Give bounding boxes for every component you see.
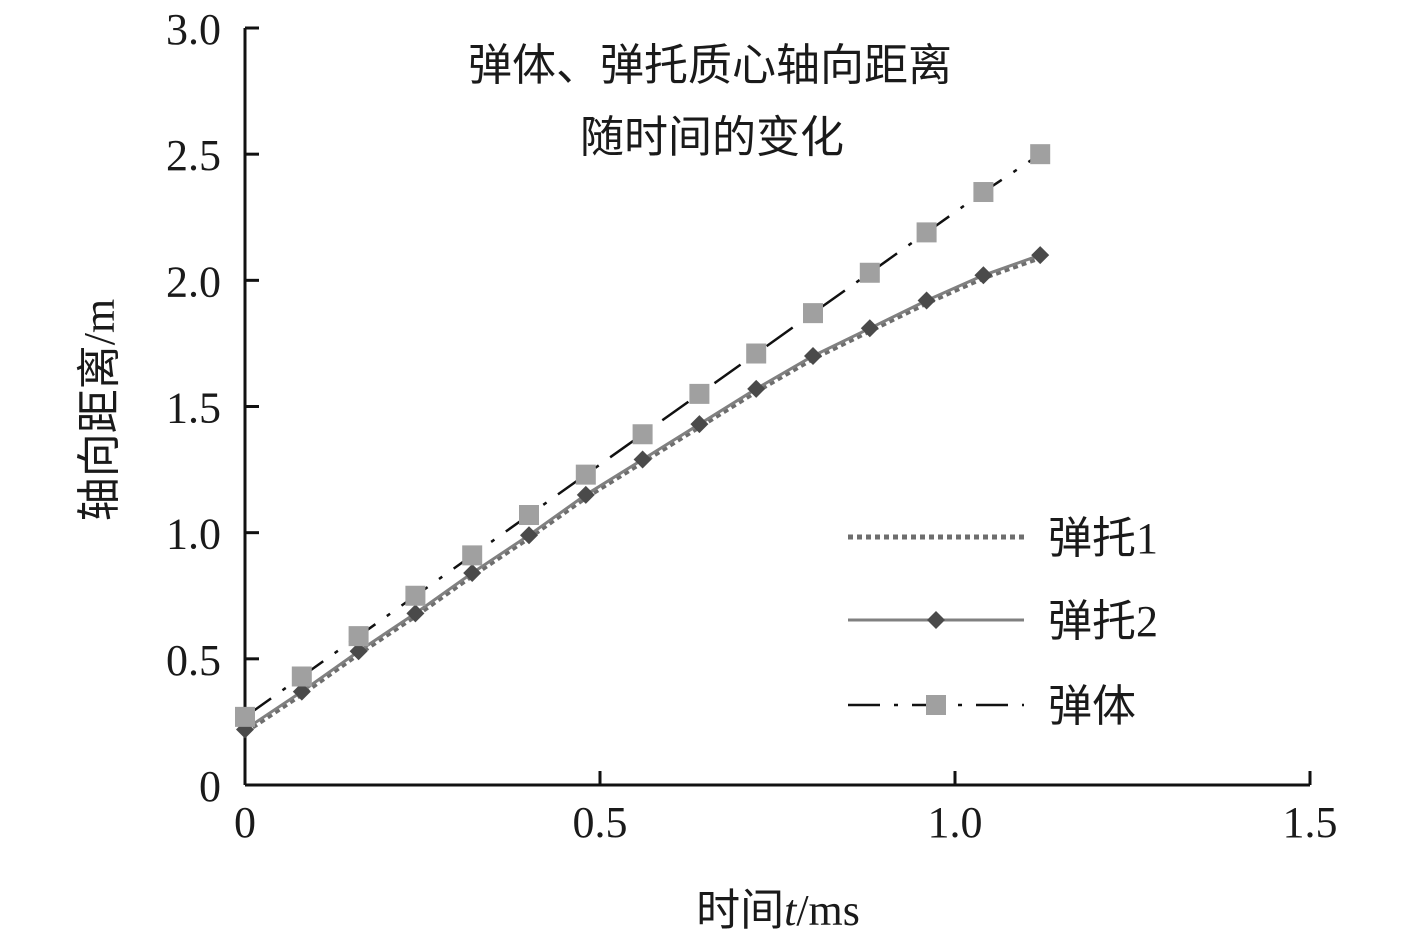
y-tick-label: 1.5 (166, 384, 221, 433)
x-tick-label: 0.5 (573, 798, 628, 847)
data-point (632, 424, 653, 445)
data-point (974, 266, 993, 285)
chart-title-line-2: 随时间的变化 (580, 113, 844, 162)
legend-label: 弹托1 (1048, 514, 1158, 563)
series-layer (235, 144, 1051, 739)
data-point (406, 604, 425, 623)
data-point (633, 450, 652, 469)
data-point (405, 585, 426, 606)
y-tick-label: 2.0 (166, 257, 221, 306)
legend-label: 弹托2 (1048, 597, 1158, 646)
chart-title-line-1: 弹体、弹托质心轴向距离 (468, 41, 952, 90)
data-point (803, 303, 823, 324)
data-point (690, 415, 709, 434)
legend-marker (926, 695, 946, 715)
series-line (244, 253, 1041, 731)
legend: 弹托1 弹托2 弹体 (848, 514, 1158, 731)
data-point (804, 347, 822, 366)
data-point (1030, 144, 1051, 165)
data-point (462, 545, 483, 566)
x-tick-label: 1.5 (1283, 798, 1338, 847)
data-point (576, 485, 595, 504)
x-axis-label-unit: /ms (796, 886, 860, 935)
data-point (747, 379, 766, 398)
axes: 0 0.5 1.0 1.5 2.0 2.5 3.0 0 0.5 1.0 1.5 (166, 5, 1338, 847)
series-2 (236, 246, 1050, 739)
data-point (689, 383, 710, 404)
data-point (916, 222, 937, 243)
data-point (860, 319, 879, 338)
series-3 (235, 144, 1051, 727)
y-tick-label: 0 (199, 762, 221, 811)
data-point (349, 642, 368, 661)
data-point (859, 262, 880, 283)
data-point (291, 666, 312, 687)
legend-label: 弹体 (1048, 682, 1136, 731)
data-point (235, 706, 255, 727)
data-point (1031, 246, 1050, 265)
x-axis-label: 时间t/ms (696, 886, 860, 935)
data-point (519, 505, 539, 526)
legend-item: 弹体 (848, 682, 1136, 731)
x-axis-label-pre: 时间 (696, 886, 784, 935)
legend-item: 弹托1 (848, 514, 1158, 563)
x-tick-label: 1.0 (928, 798, 983, 847)
series-line (243, 255, 1042, 735)
y-tick-label: 0.5 (166, 636, 221, 685)
x-tick-label: 0 (234, 798, 256, 847)
y-tick-label: 2.5 (166, 131, 221, 180)
data-point (917, 291, 936, 310)
data-point (973, 182, 994, 203)
y-tick-label: 3.0 (166, 5, 221, 54)
y-tick-label: 1.0 (166, 510, 221, 559)
data-point (575, 464, 596, 485)
legend-item: 弹托2 (848, 597, 1158, 646)
legend-marker (927, 611, 945, 629)
data-point (746, 343, 767, 364)
series-1 (243, 255, 1042, 735)
data-point (348, 626, 369, 647)
x-axis-label-var: t (784, 886, 798, 935)
data-point (520, 526, 538, 545)
data-point (463, 564, 482, 583)
data-point (292, 682, 311, 701)
y-axis-label: 轴向距离/m (75, 299, 124, 521)
